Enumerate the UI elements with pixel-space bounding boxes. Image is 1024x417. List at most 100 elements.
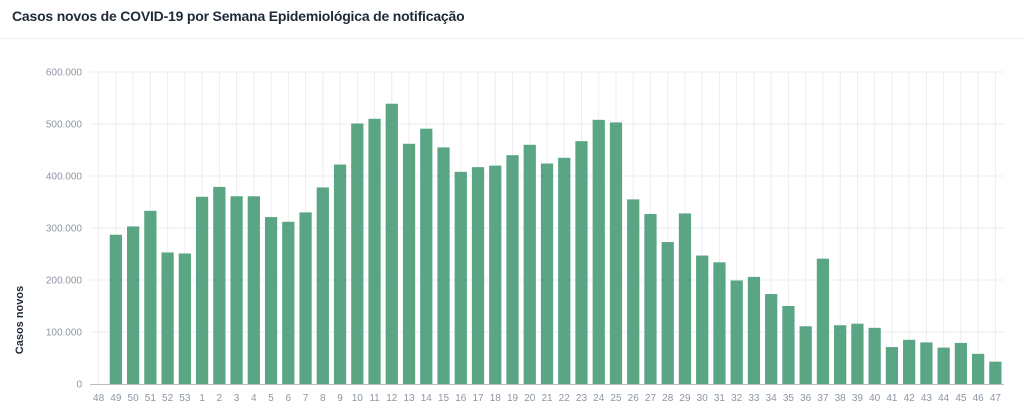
x-tick-label: 6 <box>286 393 292 404</box>
bar <box>109 234 122 384</box>
x-tick-label: 27 <box>645 393 657 404</box>
x-tick-label: 37 <box>817 393 829 404</box>
bar <box>506 155 519 384</box>
x-tick-label: 48 <box>93 393 105 404</box>
bar <box>868 327 881 384</box>
bar <box>730 280 743 384</box>
x-tick-label: 35 <box>783 393 795 404</box>
x-tick-label: 30 <box>697 393 709 404</box>
x-tick-label: 31 <box>714 393 726 404</box>
bar <box>540 163 554 384</box>
bar <box>264 217 278 384</box>
bar <box>954 342 968 384</box>
y-tick-label: 600.000 <box>46 68 83 79</box>
bar <box>213 186 226 384</box>
bar <box>678 213 692 384</box>
x-tick-label: 39 <box>852 393 864 404</box>
x-tick-label: 23 <box>576 393 588 404</box>
bar <box>782 306 795 384</box>
bar <box>920 342 933 384</box>
x-tick-label: 24 <box>593 393 605 404</box>
x-tick-label: 44 <box>938 393 950 404</box>
bar <box>747 276 761 384</box>
bar <box>609 122 623 384</box>
x-tick-label: 14 <box>421 393 433 404</box>
y-tick-label: 500.000 <box>46 120 83 131</box>
x-tick-label: 36 <box>800 393 812 404</box>
bar <box>523 144 536 384</box>
x-tick-label: 2 <box>217 393 223 404</box>
bar <box>765 294 778 384</box>
bar <box>126 226 140 384</box>
x-tick-label: 9 <box>337 393 343 404</box>
y-tick-label: 400.000 <box>46 172 83 183</box>
bar <box>834 325 847 384</box>
x-tick-label: 33 <box>748 393 760 404</box>
x-tick-label: 19 <box>507 393 519 404</box>
bar <box>178 253 191 384</box>
x-tick-label: 13 <box>403 393 415 404</box>
bar <box>575 141 588 384</box>
x-tick-label: 21 <box>541 393 553 404</box>
x-tick-label: 52 <box>162 393 174 404</box>
bar <box>161 252 174 384</box>
y-tick-label: 300.000 <box>46 224 83 235</box>
x-tick-label: 11 <box>369 393 380 404</box>
x-tick-label: 34 <box>766 393 778 404</box>
x-tick-label: 15 <box>438 393 450 404</box>
x-tick-label: 42 <box>904 393 916 404</box>
x-tick-label: 16 <box>455 393 467 404</box>
x-tick-label: 8 <box>320 393 326 404</box>
x-tick-label: 25 <box>610 393 622 404</box>
x-tick-label: 3 <box>234 393 240 404</box>
x-tick-label: 7 <box>303 393 309 404</box>
x-tick-label: 17 <box>472 393 484 404</box>
bar <box>420 128 433 384</box>
bar <box>627 199 640 384</box>
bar <box>385 103 398 384</box>
x-tick-label: 51 <box>145 393 157 404</box>
x-tick-label: 5 <box>268 393 274 404</box>
x-tick-label: 49 <box>110 393 122 404</box>
bar <box>903 339 916 384</box>
x-tick-label: 46 <box>973 393 985 404</box>
bar <box>885 347 899 384</box>
bar <box>558 157 571 384</box>
x-tick-label: 38 <box>835 393 847 404</box>
x-tick-label: 10 <box>352 393 364 404</box>
x-tick-label: 45 <box>955 393 967 404</box>
bar <box>282 221 295 384</box>
bar <box>351 123 364 384</box>
bar <box>195 196 209 384</box>
x-tick-label: 32 <box>731 393 743 404</box>
x-tick-label: 50 <box>128 393 140 404</box>
bar <box>661 242 674 384</box>
x-tick-label: 53 <box>179 393 191 404</box>
bar <box>471 167 485 384</box>
x-tick-label: 20 <box>524 393 536 404</box>
chart-title: Casos novos de COVID-19 por Semana Epide… <box>12 8 465 24</box>
x-tick-label: 47 <box>990 393 1002 404</box>
bar <box>644 213 657 384</box>
bar <box>454 171 467 384</box>
x-tick-label: 26 <box>628 393 640 404</box>
bar <box>437 147 450 384</box>
bar <box>713 262 726 384</box>
bar <box>144 210 157 384</box>
x-tick-label: 22 <box>559 393 571 404</box>
bar <box>816 258 830 384</box>
bar <box>333 164 347 384</box>
x-tick-label: 28 <box>662 393 674 404</box>
bar <box>799 326 812 384</box>
x-tick-label: 40 <box>869 393 881 404</box>
x-tick-label: 43 <box>921 393 933 404</box>
x-tick-label: 29 <box>679 393 691 404</box>
bar <box>989 361 1002 384</box>
bar <box>316 187 329 384</box>
bar <box>851 323 864 384</box>
bar <box>696 255 709 384</box>
title-divider <box>0 38 1024 39</box>
x-tick-label: 41 <box>886 393 898 404</box>
bar <box>299 212 312 384</box>
